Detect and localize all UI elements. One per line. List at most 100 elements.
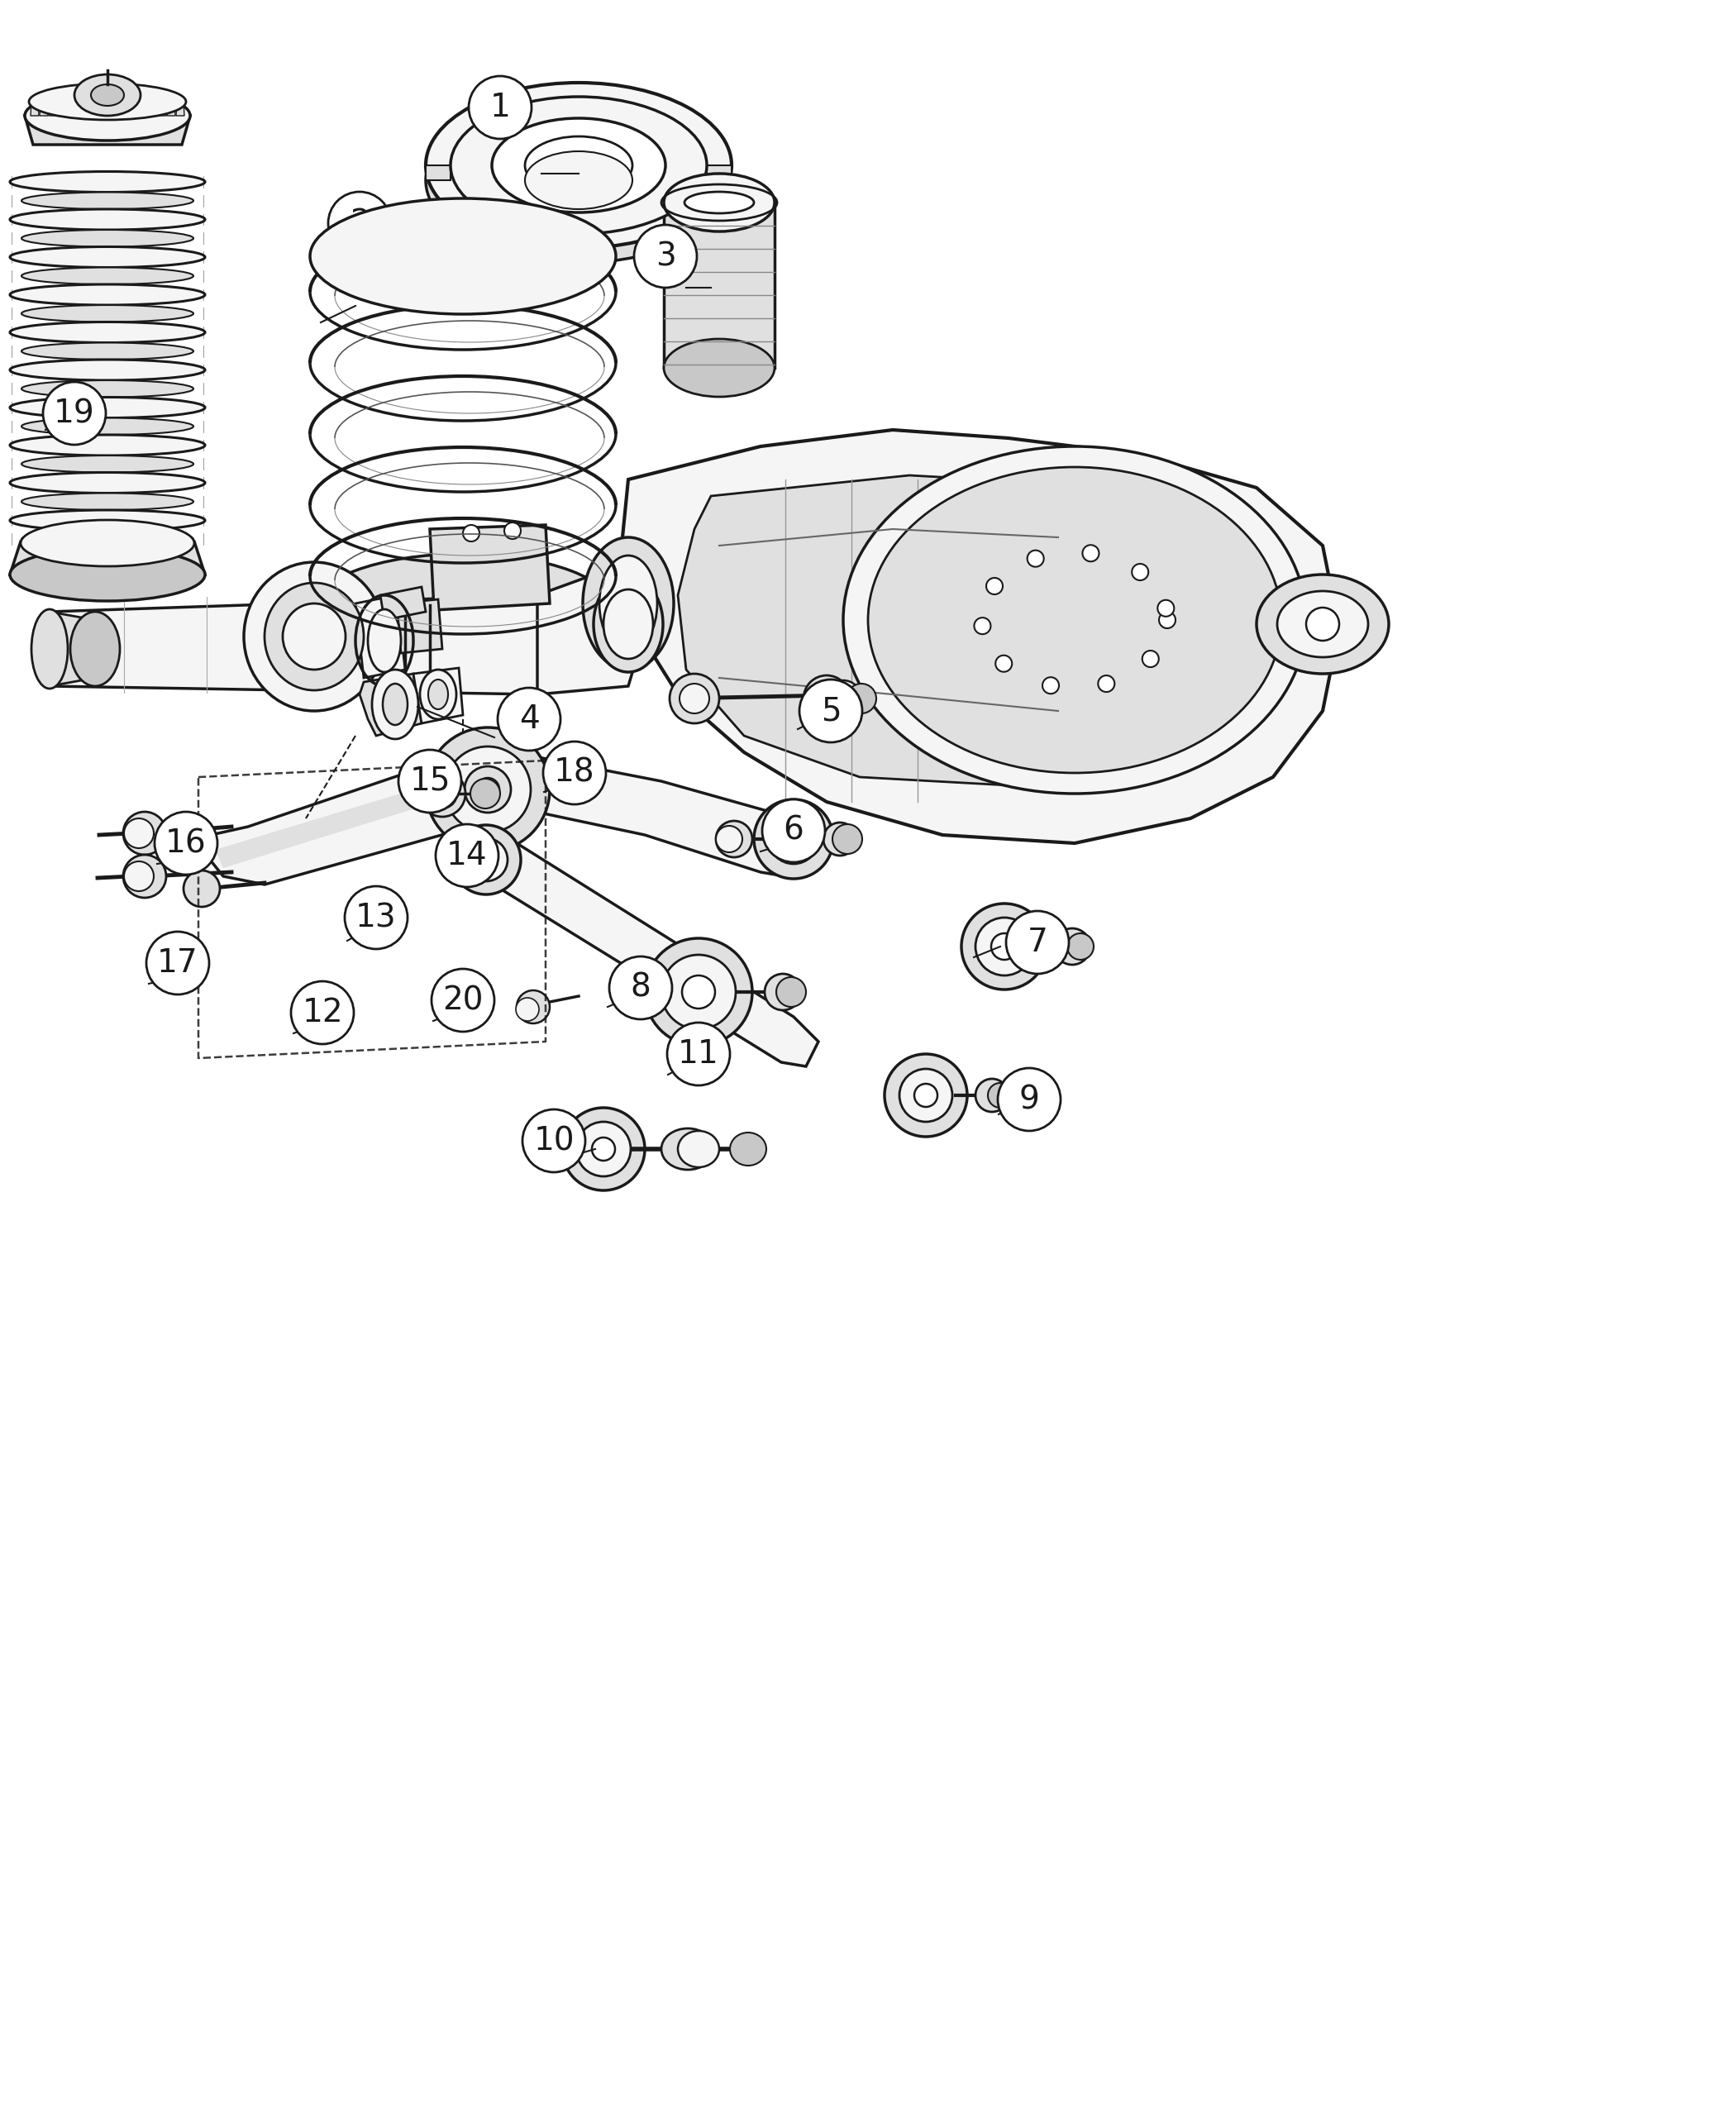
Ellipse shape — [776, 978, 806, 1008]
Circle shape — [634, 226, 696, 287]
Ellipse shape — [825, 681, 861, 717]
Polygon shape — [359, 675, 422, 736]
Text: 15: 15 — [410, 765, 450, 797]
Ellipse shape — [10, 209, 205, 230]
Circle shape — [1028, 550, 1043, 567]
Ellipse shape — [684, 192, 753, 213]
Ellipse shape — [491, 118, 665, 213]
Ellipse shape — [69, 611, 120, 685]
Text: 8: 8 — [630, 972, 651, 1003]
Ellipse shape — [576, 1121, 630, 1176]
Circle shape — [464, 525, 479, 542]
Circle shape — [998, 1069, 1061, 1130]
Ellipse shape — [976, 1079, 1009, 1111]
Ellipse shape — [21, 306, 193, 323]
Text: 11: 11 — [679, 1039, 719, 1069]
Polygon shape — [50, 594, 562, 694]
Ellipse shape — [516, 997, 538, 1020]
Circle shape — [682, 976, 715, 1008]
Ellipse shape — [465, 767, 510, 812]
Text: 7: 7 — [1028, 928, 1049, 959]
Circle shape — [477, 852, 495, 868]
Circle shape — [498, 687, 561, 750]
Ellipse shape — [420, 670, 457, 719]
Ellipse shape — [470, 778, 500, 809]
Ellipse shape — [976, 917, 1033, 976]
Polygon shape — [707, 164, 731, 179]
Ellipse shape — [21, 192, 193, 209]
Polygon shape — [167, 101, 175, 116]
Ellipse shape — [184, 871, 220, 906]
Ellipse shape — [899, 1069, 953, 1121]
Circle shape — [1160, 611, 1175, 628]
Ellipse shape — [715, 820, 752, 858]
Ellipse shape — [583, 538, 674, 670]
Circle shape — [328, 192, 391, 255]
Ellipse shape — [21, 521, 194, 567]
Polygon shape — [149, 101, 156, 116]
Ellipse shape — [753, 799, 833, 879]
Text: 3: 3 — [654, 240, 675, 272]
Polygon shape — [158, 101, 167, 116]
Ellipse shape — [21, 493, 193, 510]
Ellipse shape — [670, 675, 719, 723]
Polygon shape — [175, 101, 184, 116]
Text: 9: 9 — [1019, 1084, 1040, 1115]
Polygon shape — [130, 101, 139, 116]
Ellipse shape — [844, 447, 1305, 793]
Ellipse shape — [10, 434, 205, 455]
Polygon shape — [215, 778, 464, 868]
Ellipse shape — [764, 974, 800, 1010]
Ellipse shape — [661, 955, 736, 1029]
Ellipse shape — [10, 510, 205, 531]
Circle shape — [1158, 601, 1174, 616]
Polygon shape — [10, 542, 205, 575]
Ellipse shape — [10, 472, 205, 493]
Polygon shape — [31, 101, 38, 116]
Text: 4: 4 — [519, 704, 540, 736]
Polygon shape — [496, 753, 806, 877]
Text: 18: 18 — [554, 757, 595, 788]
Polygon shape — [425, 164, 451, 179]
Ellipse shape — [10, 247, 205, 268]
Text: 13: 13 — [356, 902, 396, 934]
Polygon shape — [356, 594, 404, 679]
Polygon shape — [122, 101, 130, 116]
Ellipse shape — [524, 137, 632, 194]
Text: 1: 1 — [490, 93, 510, 122]
Ellipse shape — [524, 152, 632, 209]
Polygon shape — [398, 599, 443, 653]
Text: 2: 2 — [349, 207, 370, 238]
Polygon shape — [49, 101, 57, 116]
Ellipse shape — [123, 854, 167, 898]
Text: 12: 12 — [302, 997, 344, 1029]
Polygon shape — [139, 101, 148, 116]
Ellipse shape — [10, 360, 205, 379]
Ellipse shape — [425, 82, 731, 249]
Circle shape — [974, 618, 991, 635]
Ellipse shape — [1278, 590, 1368, 658]
Ellipse shape — [444, 746, 531, 833]
Polygon shape — [57, 101, 66, 116]
Text: 14: 14 — [446, 839, 488, 871]
Circle shape — [399, 750, 462, 812]
Polygon shape — [94, 101, 102, 116]
Polygon shape — [380, 586, 425, 620]
Ellipse shape — [833, 824, 863, 854]
Ellipse shape — [10, 396, 205, 417]
Ellipse shape — [24, 91, 191, 141]
Ellipse shape — [10, 323, 205, 344]
Text: 10: 10 — [533, 1126, 575, 1157]
Circle shape — [436, 824, 498, 887]
Ellipse shape — [382, 683, 408, 725]
Circle shape — [292, 980, 354, 1043]
Text: 20: 20 — [443, 984, 483, 1016]
Circle shape — [986, 578, 1003, 594]
Ellipse shape — [1257, 575, 1389, 675]
Ellipse shape — [644, 938, 752, 1046]
Ellipse shape — [823, 822, 856, 856]
Ellipse shape — [21, 230, 193, 247]
Ellipse shape — [729, 1132, 766, 1166]
Ellipse shape — [599, 557, 658, 651]
Ellipse shape — [429, 679, 448, 708]
